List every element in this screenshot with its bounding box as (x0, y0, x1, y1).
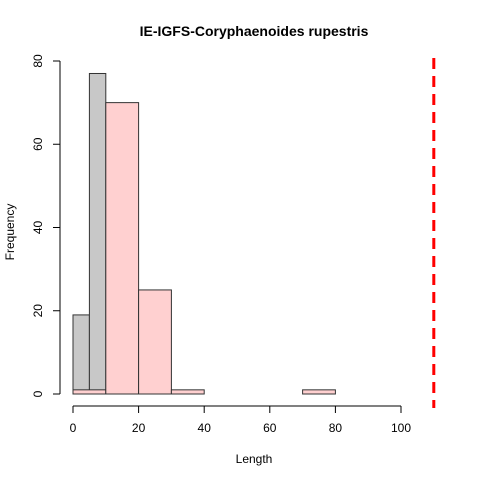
y-axis-ticks: 0 20 40 60 80 (31, 54, 60, 397)
x-tick-label: 20 (132, 421, 146, 435)
histogram-bar-s2-bin2 (106, 103, 139, 394)
x-axis-ticks: 0 20 40 60 80 100 (70, 406, 412, 435)
x-axis-label: Length (236, 452, 273, 466)
histogram-bar-s2-bin4 (171, 390, 204, 394)
chart-title: IE-IGFS-Coryphaenoides rupestris (140, 23, 369, 39)
y-tick-label: 80 (31, 54, 45, 68)
histogram-bar-s2-bin3 (139, 290, 172, 394)
histogram-bar-s1-bin2 (89, 73, 105, 394)
x-tick-label: 100 (391, 421, 411, 435)
histogram-bar-s1-bin1 (73, 315, 89, 394)
histogram-bar-s2-bin8 (303, 390, 336, 394)
y-tick-label: 60 (31, 137, 45, 151)
y-axis-label: Frequency (3, 204, 17, 261)
x-tick-label: 60 (263, 421, 277, 435)
y-tick-label: 0 (31, 390, 45, 397)
histogram-bars (73, 73, 335, 394)
x-tick-label: 40 (198, 421, 212, 435)
y-tick-label: 40 (31, 221, 45, 235)
x-tick-label: 80 (329, 421, 343, 435)
x-tick-label: 0 (70, 421, 77, 435)
y-tick-label: 20 (31, 304, 45, 318)
histogram-bar-s2-bin1 (73, 390, 106, 394)
